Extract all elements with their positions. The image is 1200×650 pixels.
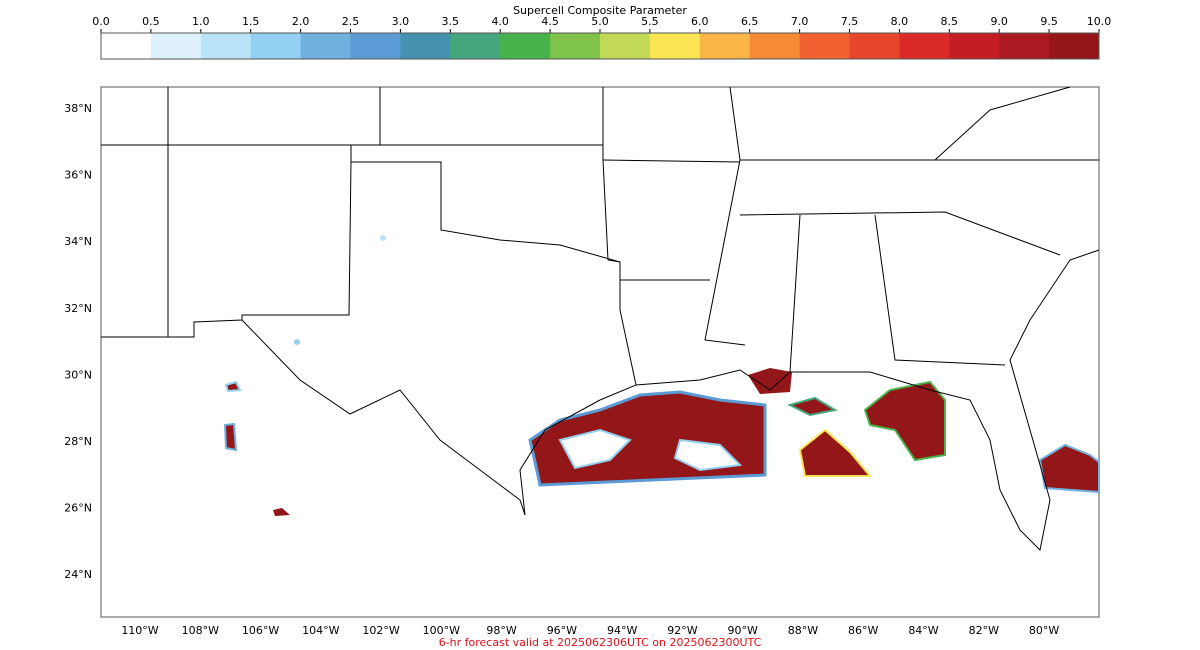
longitude-label: 90°W: [728, 624, 758, 637]
colorbar-swatch: [999, 33, 1050, 59]
colorbar-tick-label: 3.5: [442, 15, 460, 28]
longitude-label: 102°W: [362, 624, 399, 637]
longitude-label: 108°W: [182, 624, 219, 637]
colorbar-swatch: [699, 33, 751, 59]
latitude-label: 34°N: [64, 235, 92, 248]
colorbar-tick-label: 3.0: [392, 15, 410, 28]
colorbar-swatch: [600, 33, 651, 59]
colorbar-tick-label: 5.0: [591, 15, 609, 28]
colorbar-swatch: [101, 33, 152, 59]
colorbar-swatch: [250, 33, 302, 59]
longitude-label: 98°W: [486, 624, 516, 637]
colorbar-frame: [100, 32, 1100, 60]
longitude-label: 110°W: [121, 624, 158, 637]
colorbar-tick-label: 0.5: [142, 15, 160, 28]
longitude-label: 82°W: [969, 624, 999, 637]
colorbar-swatch: [799, 33, 850, 59]
colorbar-tick-label: 2.0: [292, 15, 310, 28]
colorbar-swatch: [949, 33, 1000, 59]
colorbar-tick-label: 5.5: [641, 15, 659, 28]
colorbar-tick-label: 1.0: [192, 15, 210, 28]
latitude-label: 30°N: [64, 368, 92, 381]
longitude-label: 100°W: [423, 624, 460, 637]
colorbar-swatch: [200, 33, 252, 59]
latitude-label: 36°N: [64, 169, 92, 182]
longitude-label: 92°W: [667, 624, 697, 637]
colorbar-tick-label: 4.0: [491, 15, 509, 28]
colorbar-tick-label: 10.0: [1087, 15, 1112, 28]
colorbar-tick-label: 6.0: [691, 15, 709, 28]
colorbar-tick-label: 2.5: [342, 15, 360, 28]
colorbar-swatch: [749, 33, 801, 59]
longitude-label: 104°W: [302, 624, 339, 637]
colorbar-tick-label: 7.5: [841, 15, 859, 28]
colorbar-swatch: [300, 33, 351, 59]
colorbar-tick-label: 8.5: [941, 15, 959, 28]
longitude-label: 84°W: [908, 624, 938, 637]
colorbar-tick-label: 0.0: [92, 15, 110, 28]
colorbar-tick-label: 4.5: [541, 15, 559, 28]
longitude-label: 86°W: [848, 624, 878, 637]
colorbar-swatch: [400, 33, 451, 59]
colorbar-swatch: [550, 33, 601, 59]
latitude-label: 26°N: [64, 502, 92, 515]
colorbar-swatch: [849, 33, 900, 59]
colorbar-tick-label: 8.0: [891, 15, 909, 28]
colorbar: 0.0 0.5 1.0 1.5 2.0 2.5 3.0 3.5 4.0 4.5 5.0 5.5 6.0 6…: [92, 15, 1111, 59]
colorbar-tick-label: 6.5: [741, 15, 759, 28]
colorbar-tick-label: 7.0: [791, 15, 809, 28]
colorbar-swatch: [450, 33, 501, 59]
longitude-label: 106°W: [242, 624, 279, 637]
colorbar-swatch: [150, 33, 202, 59]
colorbar-swatch: [899, 33, 950, 59]
colorbar-swatch: [350, 33, 401, 59]
longitude-label: 80°W: [1029, 624, 1059, 637]
forecast-footer: 6-hr forecast valid at 2025062306UTC on …: [439, 636, 762, 649]
longitude-label: 96°W: [547, 624, 577, 637]
map-frame: [100, 86, 1100, 618]
colorbar-swatch: [1049, 33, 1100, 59]
latitude-labels: 38°N 36°N 34°N 32°N 30°N 28°N 26°N 24°N: [64, 102, 92, 581]
longitude-label: 94°W: [607, 624, 637, 637]
longitude-label: 88°W: [788, 624, 818, 637]
latitude-label: 38°N: [64, 102, 92, 115]
colorbar-tick-label: 9.5: [1040, 15, 1058, 28]
colorbar-swatch: [649, 33, 701, 59]
latitude-label: 28°N: [64, 435, 92, 448]
scp-field: [223, 235, 1100, 516]
colorbar-title: Supercell Composite Parameter: [513, 4, 687, 17]
colorbar-swatch: [500, 33, 551, 59]
longitude-labels: 110°W 108°W 106°W 104°W 102°W 100°W 98°W 96°W 94…: [121, 624, 1059, 637]
latitude-label: 32°N: [64, 302, 92, 315]
latitude-label: 24°N: [64, 568, 92, 581]
colorbar-tick-label: 1.5: [242, 15, 260, 28]
boundaries: [101, 86, 1100, 552]
colorbar-tick-label: 9.0: [990, 15, 1008, 28]
